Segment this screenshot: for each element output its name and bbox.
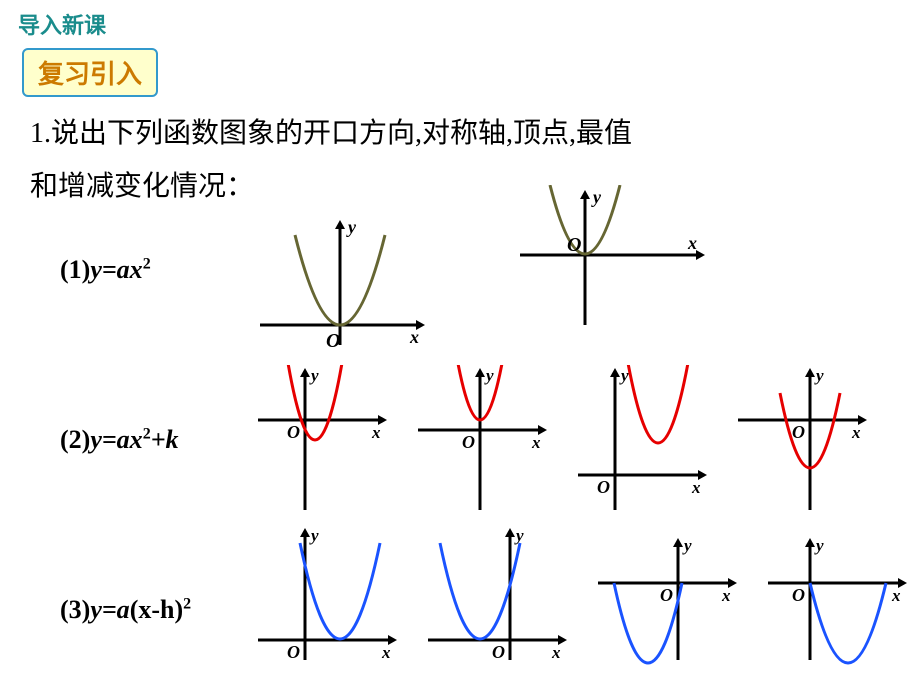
svg-text:x: x	[691, 478, 701, 497]
svg-text:x: x	[687, 233, 697, 253]
row-3: (3)y=a(x-h)2 y x O y x O y x O y x O	[0, 525, 920, 665]
svg-text:O: O	[462, 432, 475, 452]
svg-text:x: x	[531, 433, 541, 452]
svg-text:y: y	[484, 366, 494, 385]
svg-text:x: x	[409, 327, 419, 347]
svg-text:y: y	[814, 366, 824, 385]
charts-row3: y x O y x O y x O y x O	[250, 525, 910, 665]
svg-text:y: y	[309, 526, 319, 545]
review-badge: 复习引入	[22, 48, 158, 97]
svg-text:O: O	[326, 330, 340, 352]
formula-3: (3)y=a(x-h)2	[60, 565, 250, 625]
row-2: (2)y=ax2+k y x O y x O y x O y x O	[0, 365, 920, 515]
svg-text:O: O	[287, 422, 300, 442]
section-header: 导入新课	[0, 0, 920, 40]
svg-text:y: y	[814, 536, 824, 555]
svg-text:O: O	[287, 642, 300, 662]
svg-text:O: O	[660, 585, 673, 605]
formula-2: (2)y=ax2+k	[60, 425, 250, 455]
question-line2: 和增减变化情况：	[30, 171, 254, 202]
svg-text:y: y	[514, 526, 524, 545]
svg-text:y: y	[346, 217, 357, 237]
svg-text:x: x	[851, 423, 861, 442]
svg-text:x: x	[551, 643, 561, 662]
svg-text:O: O	[492, 642, 505, 662]
svg-text:y: y	[309, 366, 319, 385]
formula-1: (1)y=ax2	[60, 255, 250, 285]
svg-text:O: O	[597, 477, 610, 497]
charts-row2: y x O y x O y x O y x O	[250, 365, 870, 515]
svg-text:y: y	[619, 366, 629, 385]
svg-text:x: x	[891, 586, 901, 605]
svg-text:x: x	[721, 586, 731, 605]
svg-text:y: y	[591, 187, 602, 207]
svg-text:O: O	[792, 585, 805, 605]
svg-text:y: y	[682, 536, 692, 555]
svg-text:x: x	[371, 423, 381, 442]
charts-row1: y x O y x O	[250, 185, 710, 355]
svg-text:O: O	[792, 422, 805, 442]
question-line1: 1.说出下列函数图象的开口方向,对称轴,顶点,最值	[30, 118, 632, 149]
svg-text:O: O	[567, 234, 581, 256]
svg-text:x: x	[381, 643, 391, 662]
